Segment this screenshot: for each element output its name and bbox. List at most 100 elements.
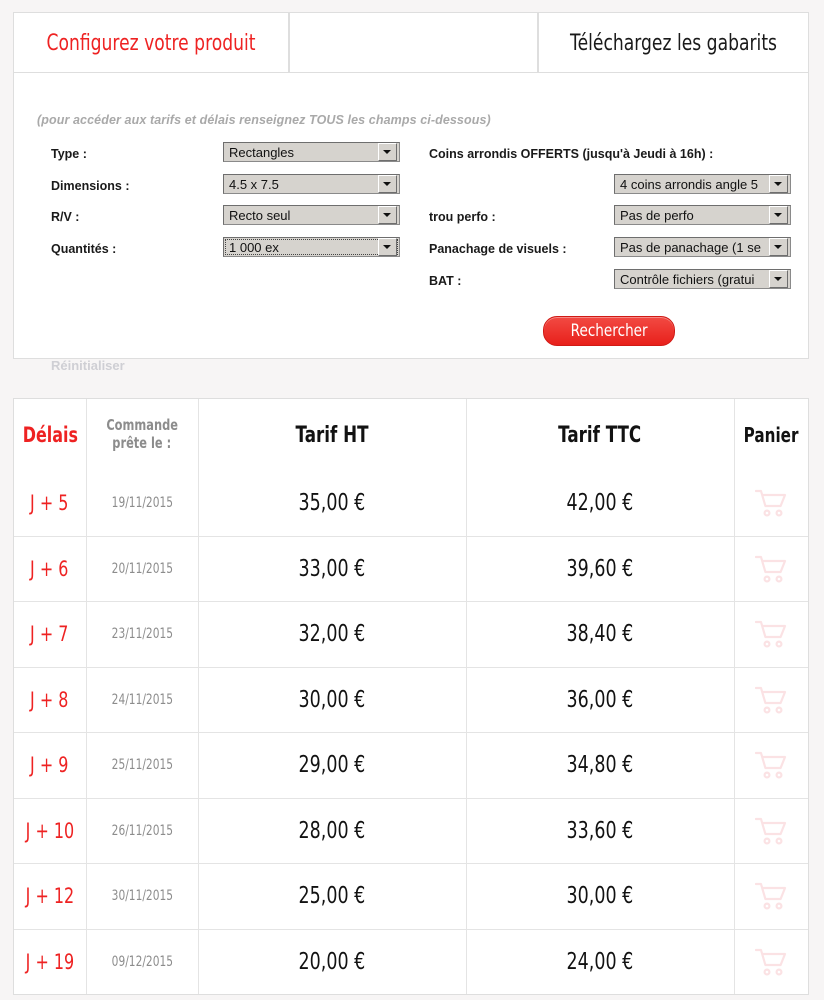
select-quantites-value: 1 000 ex [229,239,279,255]
select-trou-perfo[interactable]: Pas de perfo [614,205,791,225]
add-to-cart-button[interactable] [733,471,808,537]
cell-tarif-ht: 30,00 € [197,666,467,733]
column-header-delais: Délais [14,399,87,471]
tarif-ht-value: 30,00 € [298,686,366,713]
date-value: 23/11/2015 [111,626,173,643]
add-to-cart-button[interactable] [733,666,808,733]
cell-date: 19/11/2015 [85,471,199,537]
column-header-panier: Panier [733,399,808,471]
cart-icon [755,686,787,714]
cell-tarif-ht: 29,00 € [197,732,467,799]
delai-value: J + 7 [30,622,69,647]
table-row: J + 19 09/12/2015 20,00 € 24,00 € [14,928,808,994]
label-coins-arrondis: Coins arrondis OFFERTS (jusqu'à Jeudi à … [429,147,714,161]
select-panachage[interactable]: Pas de panachage (1 se [614,237,791,257]
cell-tarif-ttc: 36,00 € [465,666,735,733]
column-header-delais-label: Délais [22,423,79,447]
table-header-row: Délais Commande prête le : Tarif HT Tari… [14,399,808,471]
select-rv[interactable]: Recto seul [223,205,400,225]
cell-delai: J + 5 [14,471,87,537]
tarif-ttc-value: 42,00 € [566,490,634,517]
delai-value: J + 12 [25,884,75,909]
tab-download-templates[interactable]: Téléchargez les gabarits [538,12,809,73]
tab-empty-label [317,13,510,72]
table-row: J + 10 26/11/2015 28,00 € 33,60 € [14,797,808,864]
date-value: 24/11/2015 [111,691,173,708]
tarif-ht-value: 28,00 € [298,817,366,844]
add-to-cart-button[interactable] [733,535,808,602]
select-panachage-value: Pas de panachage (1 se [620,239,761,255]
tab-download-templates-label: Téléchargez les gabarits [570,30,777,56]
select-bat[interactable]: Contrôle fichiers (gratui [614,269,791,289]
cart-icon [755,948,787,976]
date-value: 19/11/2015 [111,495,173,512]
cell-date: 30/11/2015 [85,863,199,930]
delai-value: J + 19 [25,949,75,974]
cell-delai: J + 8 [14,666,87,733]
tarif-ht-value: 32,00 € [298,621,366,648]
label-panachage: Panachage de visuels : [429,242,567,256]
tab-bar: Configurez votre produit Téléchargez les… [13,12,809,73]
add-to-cart-button[interactable] [733,601,808,668]
configuration-panel: (pour accéder aux tarifs et délais rense… [13,72,809,373]
column-header-tarif-ht-label: Tarif HT [295,422,369,448]
cell-delai: J + 6 [14,535,87,602]
results-table: Délais Commande prête le : Tarif HT Tari… [13,398,809,995]
cell-date: 24/11/2015 [85,666,199,733]
table-row: J + 12 30/11/2015 25,00 € 30,00 € [14,863,808,930]
add-to-cart-button[interactable] [733,732,808,799]
tab-empty[interactable] [289,12,538,73]
select-dimensions-value: 4.5 x 7.5 [229,176,279,192]
cell-delai: J + 12 [14,863,87,930]
tarif-ht-value: 33,00 € [298,555,366,582]
chevron-down-icon [378,206,397,224]
column-header-tarif-ht: Tarif HT [197,399,467,471]
add-to-cart-button[interactable] [733,928,808,994]
date-value: 30/11/2015 [111,888,173,905]
delai-value: J + 8 [30,687,69,712]
search-button-label: Rechercher [570,321,648,341]
select-type-value: Rectangles [229,144,295,160]
cart-icon [755,490,787,517]
label-type: Type : [51,147,87,161]
search-button[interactable]: Rechercher [543,316,675,346]
add-to-cart-button[interactable] [733,863,808,930]
select-coins-arrondis[interactable]: 4 coins arrondis angle 5 [614,174,791,194]
tarif-ht-value: 35,00 € [298,490,366,517]
label-quantites: Quantités : [51,242,117,256]
select-quantites[interactable]: 1 000 ex [223,237,400,257]
date-value: 09/12/2015 [111,953,173,970]
column-header-tarif-ttc: Tarif TTC [465,399,735,471]
cell-tarif-ttc: 42,00 € [465,471,735,537]
column-header-panier-label: Panier [743,423,799,447]
tarif-ht-value: 25,00 € [298,883,366,910]
label-rv: R/V : [51,210,80,224]
chevron-down-icon [769,206,788,224]
label-dimensions: Dimensions : [51,179,130,193]
cell-tarif-ttc: 33,60 € [465,797,735,864]
select-dimensions[interactable]: 4.5 x 7.5 [223,174,400,194]
select-rv-value: Recto seul [229,207,291,223]
delai-value: J + 9 [30,753,69,778]
table-row: J + 8 24/11/2015 30,00 € 36,00 € [14,666,808,733]
table-row: J + 7 23/11/2015 32,00 € 38,40 € [14,601,808,668]
tarif-ttc-value: 33,60 € [566,817,634,844]
date-value: 20/11/2015 [111,560,173,577]
reset-link[interactable]: Réinitialiser [51,358,125,373]
cell-delai: J + 19 [14,928,87,994]
column-header-commande-line1: Commande [106,416,178,434]
chevron-down-icon [378,238,397,256]
add-to-cart-button[interactable] [733,797,808,864]
tab-configure-product[interactable]: Configurez votre produit [13,12,289,73]
tab-configure-product-label: Configurez votre produit [46,30,256,56]
table-row: J + 5 19/11/2015 35,00 € 42,00 € [14,471,808,537]
cell-tarif-ht: 33,00 € [197,535,467,602]
tarif-ttc-value: 39,60 € [566,555,634,582]
delai-value: J + 5 [30,491,69,516]
select-type[interactable]: Rectangles [223,142,400,162]
cell-date: 25/11/2015 [85,732,199,799]
cell-delai: J + 7 [14,601,87,668]
cell-tarif-ttc: 34,80 € [465,732,735,799]
cell-date: 20/11/2015 [85,535,199,602]
